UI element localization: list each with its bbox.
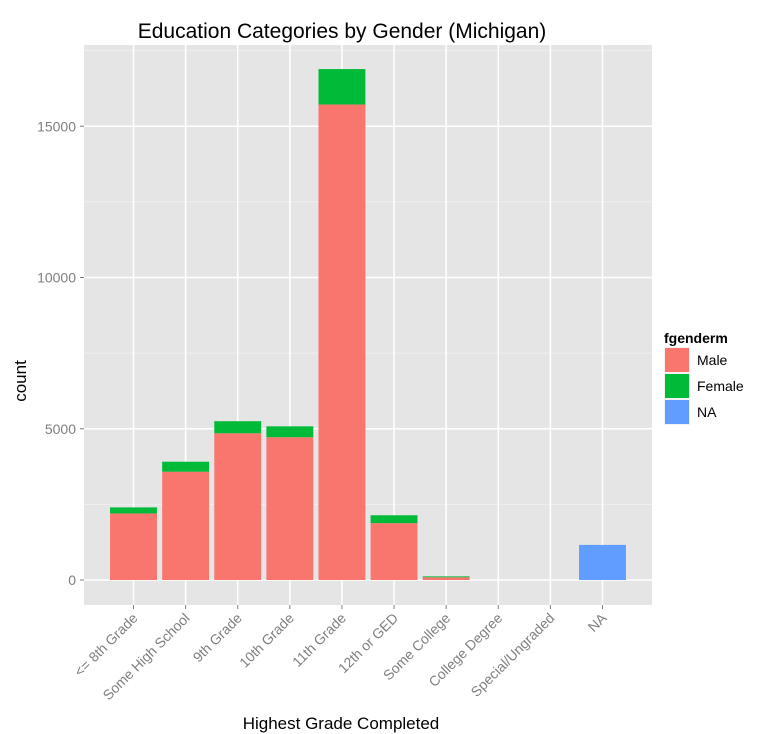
bar-male-3 (266, 437, 314, 580)
x-tick-label: 9th Grade (190, 610, 245, 665)
bar-female-4 (318, 69, 366, 105)
bar-na-9 (579, 544, 626, 580)
bar-female-1 (162, 461, 210, 472)
bar-male-0 (110, 513, 157, 580)
y-axis-title: count (11, 360, 30, 402)
legend-items: Male Female NA (664, 347, 744, 425)
legend-label-female: Female (697, 378, 744, 394)
bar-male-1 (162, 471, 210, 580)
y-tick-label: 15000 (37, 118, 76, 134)
bar-female-2 (214, 421, 262, 434)
legend-key-na (665, 400, 689, 424)
y-tick-label: 5000 (45, 421, 76, 437)
legend: fgenderm Male Female NA (664, 330, 744, 425)
legend-key-male (665, 348, 689, 372)
bar-female-0 (110, 507, 157, 514)
x-tick-label: Some High School (99, 610, 192, 703)
chart-title: Education Categories by Gender (Michigan… (138, 20, 547, 43)
y-tick-label: 10000 (37, 270, 76, 286)
bars (110, 69, 626, 580)
legend-label-na: NA (697, 404, 717, 420)
bar-female-6 (422, 576, 470, 578)
bar-female-3 (266, 426, 314, 438)
bar-male-4 (318, 104, 366, 580)
bar-male-6 (422, 577, 470, 580)
x-tick-label: NA (585, 609, 611, 635)
bar-male-5 (370, 523, 418, 580)
x-axis-title: Highest Grade Completed (243, 714, 440, 733)
y-tick-label: 0 (68, 572, 76, 588)
x-tick-label: 10th Grade (236, 610, 297, 671)
bar-female-5 (370, 515, 418, 524)
bar-male-2 (214, 433, 262, 580)
legend-label-male: Male (697, 352, 728, 368)
legend-title: fgenderm (664, 330, 728, 346)
legend-key-female (665, 374, 689, 398)
y-axis-ticks: 0 5000 10000 15000 (37, 118, 84, 588)
